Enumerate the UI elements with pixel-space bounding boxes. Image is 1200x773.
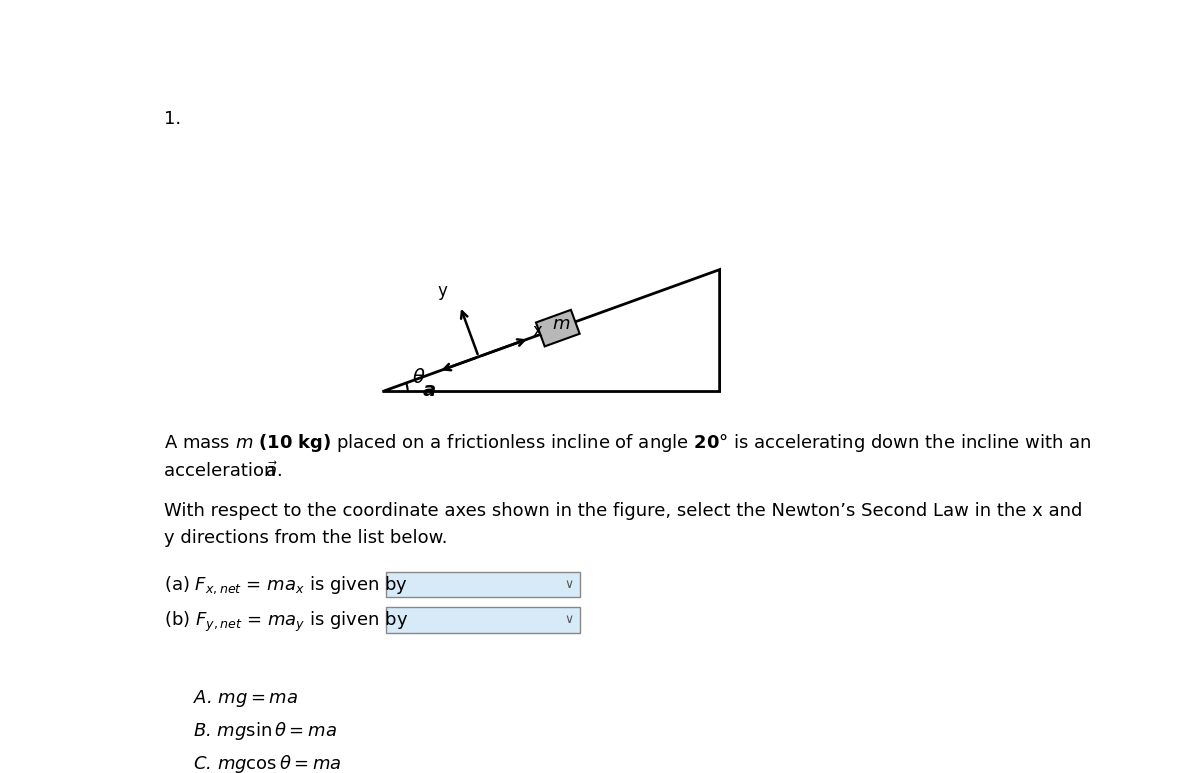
Text: y directions from the list below.: y directions from the list below. [164, 530, 448, 547]
Text: ∨: ∨ [565, 578, 574, 591]
Text: ∨: ∨ [565, 613, 574, 626]
FancyBboxPatch shape [386, 572, 580, 597]
Text: a: a [422, 381, 436, 400]
Text: acceleration: acceleration [164, 461, 281, 479]
Text: $\theta$: $\theta$ [412, 368, 426, 387]
Text: A. $mg = ma$: A. $mg = ma$ [193, 688, 298, 709]
Text: 1.: 1. [164, 111, 181, 128]
Polygon shape [536, 310, 580, 346]
Text: x: x [533, 322, 542, 339]
FancyBboxPatch shape [386, 607, 580, 632]
Text: m: m [552, 315, 570, 333]
Text: With respect to the coordinate axes shown in the figure, select the Newton’s Sec: With respect to the coordinate axes show… [164, 502, 1082, 519]
Text: (b) $F_{y,net}$ = $ma_y$ is given by: (b) $F_{y,net}$ = $ma_y$ is given by [164, 609, 408, 634]
Text: B. $mg\sin\theta = ma$: B. $mg\sin\theta = ma$ [193, 720, 336, 742]
Text: A mass $\it{m}$ $\mathbf{(10\ kg)}$ placed on a frictionless incline of angle $\: A mass $\it{m}$ $\mathbf{(10\ kg)}$ plac… [164, 432, 1091, 455]
Text: C. $mg\cos\theta = ma$: C. $mg\cos\theta = ma$ [193, 753, 341, 773]
Text: (a) $F_{x,net}$ = $ma_x$ is given by: (a) $F_{x,net}$ = $ma_x$ is given by [164, 574, 408, 596]
Text: $\vec{a}$.: $\vec{a}$. [265, 461, 282, 482]
Text: y: y [438, 282, 448, 300]
